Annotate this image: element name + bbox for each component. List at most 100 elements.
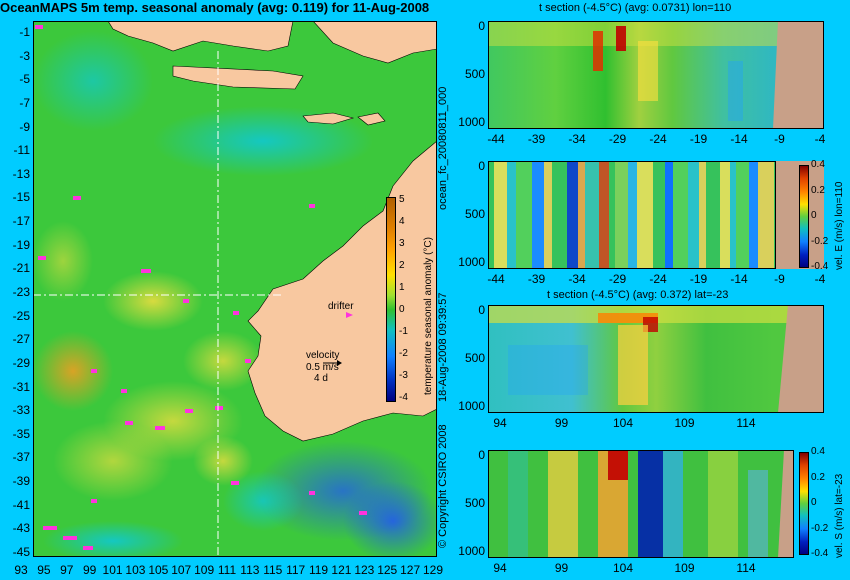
panel-x-tick: -39 [527, 272, 546, 286]
map-x-tick: 103 [125, 563, 146, 577]
velocity-stripe [516, 161, 532, 269]
panel-colorbar-tick: 0.4 [811, 446, 825, 457]
map-y-tick: -21 [12, 261, 30, 276]
panel-x-tick: -39 [527, 132, 546, 146]
panel-x-tick: -19 [689, 132, 708, 146]
velocity-stripe [494, 161, 507, 269]
map-y-tick: -39 [12, 474, 30, 489]
panel-x-tick: 109 [674, 561, 695, 575]
drifter-legend-mark [346, 312, 353, 318]
map-colorbar-tick: -3 [399, 370, 408, 381]
velocity-stripe [673, 161, 688, 269]
run-time: 18-Aug-2008 09:39:57 [437, 292, 449, 402]
map-y-tick: -13 [12, 166, 30, 181]
panel-x-tick: -44 [487, 132, 505, 146]
map-colorbar-tick: -4 [399, 392, 408, 403]
map-x-tick: 99 [82, 563, 97, 577]
map-colorbar-tick: -2 [399, 348, 408, 359]
velocity-stripe [637, 161, 653, 269]
velocity-stripe [599, 161, 609, 269]
panel-x-tick: 114 [736, 561, 756, 575]
panel-y-tick: 500 [464, 496, 485, 510]
copyright: © Copyright CSIRO 2008 [437, 424, 449, 548]
velocity-stripe [507, 161, 516, 269]
map-y-tick: -23 [12, 285, 30, 299]
panel-3-section [488, 305, 824, 413]
panel-y-tick: 0 [478, 159, 485, 173]
map-y-tick: -1 [19, 25, 30, 39]
panel-y-tick: 1000 [458, 544, 485, 558]
map-y-tick: -27 [12, 332, 30, 347]
panel-2-colorbar-label: vel. E (m/s) lon=110 [834, 181, 845, 270]
map-y-tick: -41 [12, 497, 30, 512]
velocity-days: 4 d [314, 373, 328, 384]
panel-4-frame [488, 450, 794, 558]
panel-x-tick: -19 [689, 272, 708, 286]
map-colorbar-tick: 4 [399, 216, 405, 227]
panel-colorbar-tick: -0.2 [811, 235, 829, 247]
panel-1-title: t section (-4.5°C) (avg: 0.0731) lon=110 [539, 2, 732, 14]
velocity-stripe [567, 161, 578, 269]
map-x-tick: 113 [240, 563, 260, 577]
map-x-tick: 97 [60, 563, 74, 577]
map-y-tick: -25 [12, 308, 30, 323]
map-x-tick: 129 [422, 563, 444, 577]
panel-y-tick: 1000 [458, 255, 485, 269]
map-x-tick: 109 [194, 563, 215, 577]
map-y-tick: -29 [12, 355, 30, 370]
velocity-stripe [749, 161, 758, 269]
velocity-stripe [699, 161, 706, 269]
panel-2-velocity [488, 161, 776, 269]
map-x-tick: 105 [148, 563, 169, 577]
panel-y-tick: 500 [464, 351, 485, 365]
panel-x-tick: -14 [730, 272, 748, 286]
velocity-stripe [532, 161, 544, 269]
panel-colorbar-tick: -0.2 [811, 522, 829, 534]
velocity-stripe [758, 161, 774, 269]
velocity-label: velocity [306, 350, 340, 361]
panel-y-tick: 0 [478, 303, 485, 317]
map-colorbar [386, 197, 396, 402]
velocity-stripe [552, 161, 567, 269]
map-x-tick: 101 [102, 563, 123, 577]
map-x-tick: 121 [331, 563, 352, 577]
map-colorbar-tick: 0 [399, 304, 405, 315]
map-y-tick: -15 [12, 190, 30, 205]
panel-4-colorbar-label: vel. S (m/s) lat=-23 [834, 473, 845, 558]
velocity-stripe [585, 161, 599, 269]
panel-2-frame [488, 161, 776, 269]
panel-1-section [488, 21, 824, 129]
panel-3-title: t section (-4.5°C) (avg: 0.372) lat=-23 [547, 289, 729, 301]
panel-colorbar-tick: 0.4 [811, 159, 825, 170]
panel-x-tick: 99 [554, 416, 569, 430]
map-y-tick: -43 [12, 521, 30, 536]
velocity-stripe [578, 161, 585, 269]
panel-x-tick: -34 [568, 132, 586, 146]
velocity-stripe [628, 161, 637, 269]
velocity-stripe [544, 161, 552, 269]
panel-1-frame [488, 21, 824, 129]
panel-colorbar-tick: 0 [811, 497, 817, 508]
map-y-tick: -5 [19, 72, 30, 87]
panel-x-tick: -4 [814, 132, 826, 146]
panel-x-tick: 99 [554, 561, 569, 575]
map-x-tick: 117 [286, 563, 306, 577]
panel-y-tick: 0 [478, 19, 485, 33]
panel-x-tick: -14 [730, 132, 748, 146]
map-colorbar-tick: -1 [399, 326, 408, 337]
map-y-tick: -11 [13, 143, 30, 158]
map-y-tick: -7 [19, 95, 30, 110]
panel-colorbar-tick: 0 [811, 210, 817, 221]
map-colorbar-tick: 5 [399, 194, 405, 205]
map-x-tick: 125 [377, 563, 398, 577]
map-y-tick: -31 [12, 379, 30, 394]
panel-x-tick: -34 [568, 272, 586, 286]
forecast-id: ocean_fc_20080811_000 [437, 86, 449, 210]
velocity-stripe [665, 161, 673, 269]
panel-x-tick: 94 [493, 561, 507, 575]
map-y-tick: -35 [12, 426, 30, 441]
map-y-tick: -17 [12, 214, 30, 229]
panel-colorbar-tick: -0.4 [811, 261, 829, 272]
velocity-stripe [688, 161, 699, 269]
panel-x-tick: -9 [774, 272, 785, 286]
